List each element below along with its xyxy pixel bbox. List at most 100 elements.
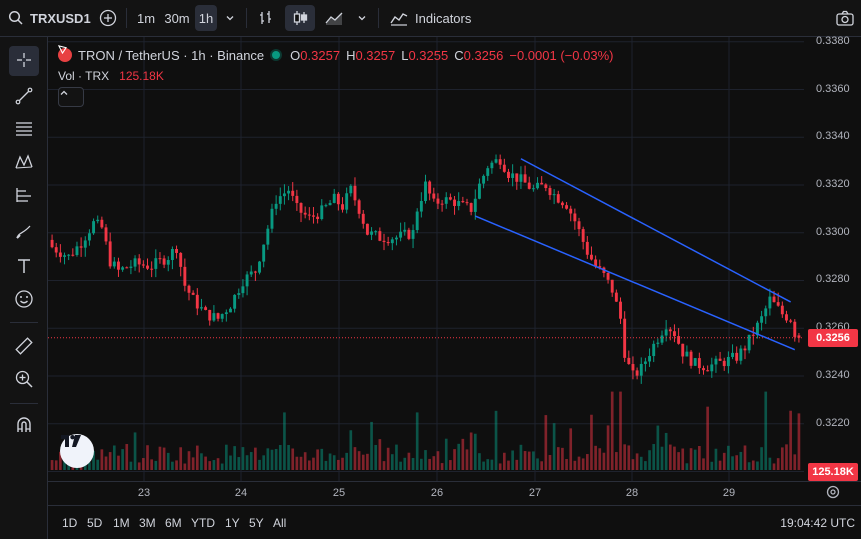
market-open-indicator [272,51,281,59]
volume-bar [772,463,776,470]
volume-bar [407,452,411,470]
volume-bar [378,439,382,470]
volume-bar [469,432,473,470]
candle-body [278,196,282,204]
candle-body [67,254,71,256]
candle-body [702,368,705,371]
candle-body [614,292,618,302]
tradingview-logo[interactable] [60,434,94,468]
volume-bar [382,461,386,470]
chart-type-dropdown[interactable] [352,5,372,31]
volume-bar [229,455,232,470]
volume-bar [627,445,631,470]
candle-body [706,370,710,372]
volume-bar [714,448,718,470]
range-button-ytd[interactable]: YTD [191,516,215,530]
measure-tool[interactable] [9,332,39,362]
volume-bar [490,459,494,470]
volume-bar [108,452,112,470]
bar-chart-type-button[interactable] [253,5,279,31]
volume-bar [718,460,722,470]
volume-bar [785,444,788,470]
volume-bar [278,444,282,470]
candle-body [229,308,232,313]
compare-symbol-button[interactable] [96,5,120,31]
candle-body [494,159,498,163]
trend-line-tool[interactable] [9,82,39,112]
range-button-5y[interactable]: 5Y [249,516,264,530]
candle-body [726,356,730,367]
candle-body [63,255,66,257]
candle-body [158,258,162,260]
candle-body [515,173,519,182]
indicators-button[interactable]: Indicators [386,5,474,31]
low-value: 0.3255 [408,47,449,63]
candle-body [208,309,212,321]
open-key: O [290,47,301,63]
range-button-1y[interactable]: 1Y [225,516,240,530]
candle-body [83,240,87,248]
candle-body [204,307,208,310]
candle-body [133,258,137,267]
volume-bar [598,448,602,470]
magnet-tool[interactable] [9,411,39,441]
zoom-in-tool[interactable] [9,365,39,395]
candlestick-chart[interactable] [48,37,804,481]
time-axis[interactable]: 23 24 25 26 27 28 29 [48,481,804,505]
collapse-legend-button[interactable] [58,87,84,107]
volume-bar [631,459,635,470]
time-tick-label: 23 [137,487,151,499]
candle-body [399,231,403,238]
volume-bar [648,450,651,470]
indicators-icon [389,9,409,27]
volume-bar [581,458,585,470]
chart-settings-button[interactable] [804,481,861,505]
interval-dropdown[interactable] [220,5,240,31]
range-button-all[interactable]: All [273,516,287,530]
utc-clock[interactable]: 19:04:42 UTC [780,516,855,530]
volume-bar [162,447,166,470]
gear-icon [825,484,841,503]
chart-pane[interactable]: TRON / TetherUS · 1h · Binance O 0.3257 H… [48,37,804,481]
emoji-tool[interactable] [9,285,39,315]
volume-bar [270,449,274,470]
volume-bar [710,461,714,470]
candle-body [274,203,278,209]
pattern-tool[interactable] [9,148,39,178]
brush-tool[interactable] [9,218,39,248]
range-button-5d[interactable]: 5D [87,516,103,530]
candle-body [146,265,149,269]
interval-1m-button[interactable]: 1m [136,10,156,26]
range-button-3m[interactable]: 3M [139,516,156,530]
text-tool[interactable] [9,252,39,282]
projection-tool[interactable] [9,181,39,211]
candle-body [108,241,112,267]
interval-1h-button[interactable]: 1h [195,5,217,31]
toolbar-divider [378,8,379,28]
candle-body [697,358,701,369]
text-icon [15,257,33,278]
candle-body [287,190,291,194]
candle-body [125,267,129,269]
candle-body [345,193,349,210]
area-chart-type-button[interactable] [320,5,348,31]
interval-30m-button[interactable]: 30m [164,10,190,26]
crosshair-tool[interactable] [9,46,39,76]
candle-body [432,193,436,199]
candles-chart-type-button[interactable] [285,5,315,31]
fib-tool[interactable] [9,115,39,145]
candle-body [660,335,664,343]
candle-body [718,358,722,361]
price-axis[interactable]: 0.3380 0.3360 0.3340 0.3320 0.3300 0.3280 0.32… [804,35,861,481]
candle-body [656,342,660,344]
range-button-1d[interactable]: 1D [62,516,78,530]
range-button-6m[interactable]: 6M [165,516,182,530]
symbol-search-button[interactable]: TRXUSD1 [6,5,104,31]
volume-bar [299,456,303,470]
snapshot-button[interactable] [832,5,858,31]
volume-bar [158,446,162,470]
range-button-1m[interactable]: 1M [113,516,130,530]
candle-body [648,356,652,362]
volume-bar [660,446,664,470]
volume-bar [59,451,62,470]
